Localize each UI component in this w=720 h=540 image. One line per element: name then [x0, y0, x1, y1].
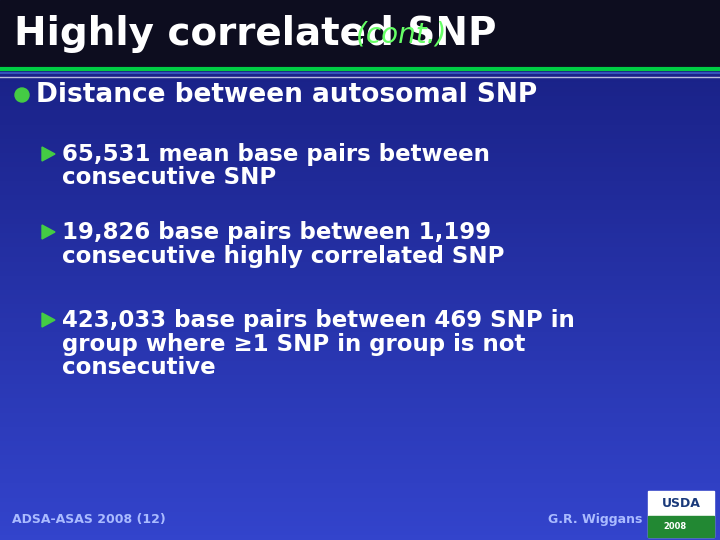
Text: G.R. Wiggans: G.R. Wiggans: [548, 514, 642, 526]
Text: 423,033 base pairs between 469 SNP in: 423,033 base pairs between 469 SNP in: [62, 308, 575, 332]
Text: Distance between autosomal SNP: Distance between autosomal SNP: [36, 82, 537, 108]
Polygon shape: [42, 313, 55, 327]
Text: group where ≥1 SNP in group is not: group where ≥1 SNP in group is not: [62, 333, 526, 355]
Text: (cont.): (cont.): [356, 20, 447, 48]
Polygon shape: [42, 147, 55, 161]
Bar: [0, 0, 720, 68]
Text: Highly correlated SNP: Highly correlated SNP: [14, 15, 497, 53]
Bar: [0, 68, 720, 490]
Text: 19,826 base pairs between 1,199: 19,826 base pairs between 1,199: [62, 220, 491, 244]
Text: consecutive: consecutive: [62, 356, 215, 380]
Bar: [648, 516, 714, 537]
Text: consecutive SNP: consecutive SNP: [62, 166, 276, 190]
Polygon shape: [42, 225, 55, 239]
Text: 2008: 2008: [663, 522, 687, 531]
Bar: [648, 491, 714, 537]
Text: 65,531 mean base pairs between: 65,531 mean base pairs between: [62, 143, 490, 165]
Text: USDA: USDA: [662, 497, 701, 510]
Text: ADSA-ASAS 2008 (12): ADSA-ASAS 2008 (12): [12, 514, 166, 526]
Bar: [0, 490, 720, 540]
Text: consecutive highly correlated SNP: consecutive highly correlated SNP: [62, 245, 505, 267]
Circle shape: [15, 88, 29, 102]
